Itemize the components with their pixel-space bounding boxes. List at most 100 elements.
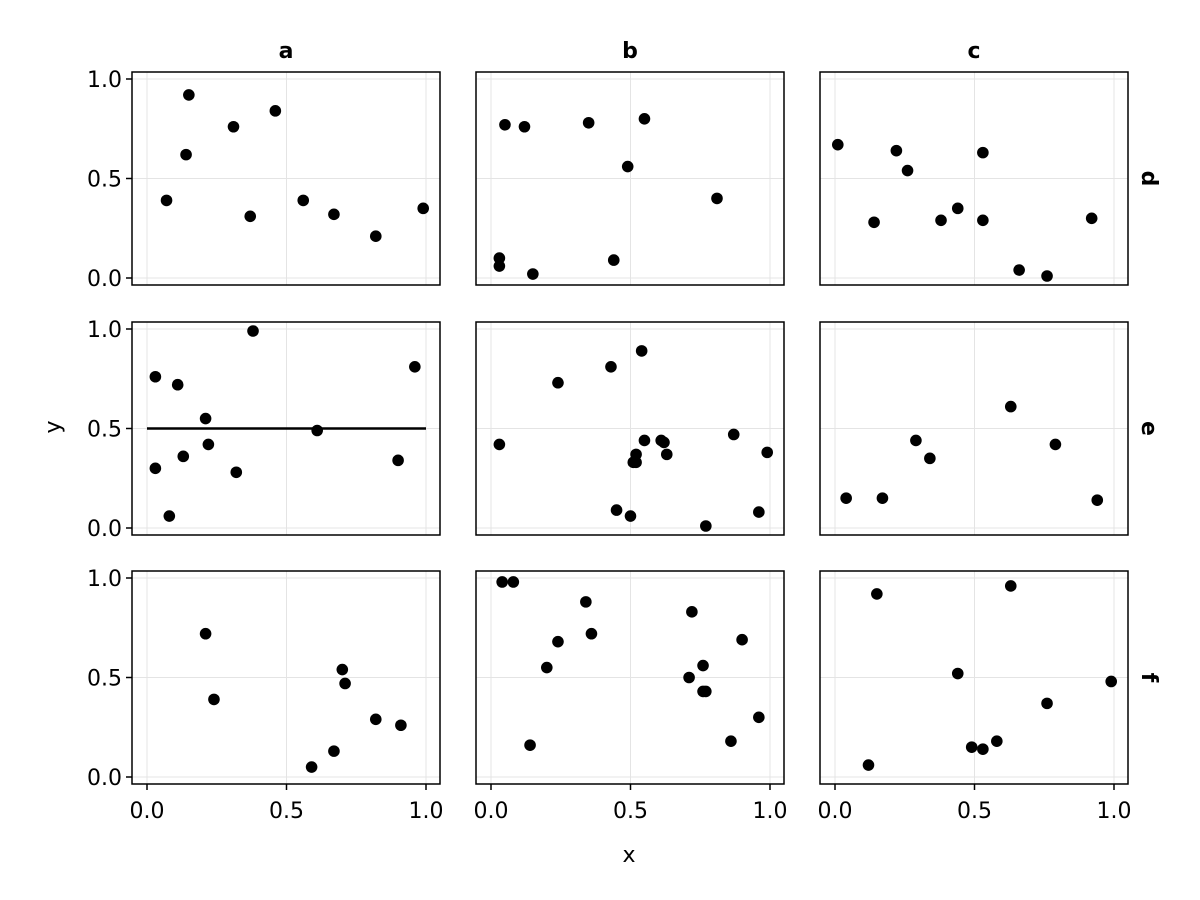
data-point [700, 520, 712, 532]
data-point [199, 627, 212, 640]
data-point [638, 434, 651, 447]
data-point [202, 438, 215, 451]
panel-d-c [819, 71, 1129, 286]
data-point [621, 160, 634, 173]
x-tick-label: 0.0 [130, 799, 165, 824]
data-point [297, 194, 310, 207]
data-point [493, 438, 506, 451]
data-point [1085, 212, 1098, 225]
data-point [1004, 400, 1017, 413]
panel-e-b [475, 321, 785, 536]
data-point [305, 761, 318, 773]
data-point [965, 741, 978, 753]
data-point [711, 192, 723, 205]
data-point [1041, 697, 1053, 710]
data-point [311, 424, 323, 437]
y-tick-label: 1.0 [87, 68, 122, 93]
data-point [180, 148, 192, 161]
data-point [171, 378, 184, 391]
panel-f-b: 0.0 0.5 1.0 [474, 570, 788, 824]
data-point [890, 144, 903, 157]
data-point [977, 214, 989, 227]
y-tick-label: 0.0 [87, 517, 122, 542]
data-point [493, 260, 506, 272]
data-point [935, 214, 947, 227]
x-tick-label: 0.0 [818, 799, 853, 824]
data-point [409, 361, 421, 373]
data-point [1041, 270, 1053, 282]
data-point [518, 120, 531, 133]
data-point [871, 588, 883, 600]
data-point [585, 627, 598, 640]
data-point [753, 506, 765, 518]
data-point [339, 677, 351, 690]
panel-frame [819, 321, 1129, 536]
y-tick-label: 0.0 [87, 267, 122, 292]
data-point [831, 138, 844, 151]
data-point [230, 466, 243, 479]
data-point [149, 462, 162, 475]
data-point [868, 216, 880, 229]
panel-frame [475, 71, 785, 286]
data-point [725, 735, 737, 747]
data-point [541, 661, 553, 674]
data-point [727, 428, 740, 441]
data-point [630, 456, 642, 469]
data-point [507, 576, 520, 588]
data-point [977, 743, 989, 755]
data-point [901, 164, 914, 177]
data-point [395, 719, 407, 732]
data-point [697, 659, 709, 672]
column-title-b: b [622, 39, 638, 64]
data-point [910, 434, 922, 447]
panel-e-a: 0.0 0.5 1.0 [87, 318, 441, 542]
data-point [580, 596, 592, 608]
data-point [183, 89, 195, 101]
y-tick-label: 0.5 [87, 418, 122, 443]
data-point [177, 450, 190, 463]
data-point [638, 113, 651, 125]
panels-layer: 0.00.51.00.00.51.00.00.51.00.0 0.5 1.0 0.0 0… [87, 39, 1161, 824]
data-point [876, 492, 889, 504]
data-point [227, 120, 240, 133]
data-point [683, 671, 695, 684]
data-point [951, 667, 964, 680]
data-point [527, 268, 539, 280]
data-point [686, 606, 698, 618]
y-tick-label: 0.5 [87, 667, 122, 692]
column-title-c: c [967, 39, 980, 64]
y-tick-label: 1.0 [87, 318, 122, 343]
data-point [328, 208, 340, 221]
data-point [924, 452, 936, 465]
y-tick-label: 0.5 [87, 168, 122, 193]
data-point [417, 202, 430, 215]
data-point [336, 663, 349, 676]
x-tick-label: 0.0 [474, 799, 509, 824]
data-point [635, 345, 648, 357]
data-point [660, 448, 673, 461]
data-point [392, 454, 404, 467]
data-point [658, 436, 670, 449]
x-tick-label: 0.5 [613, 799, 648, 824]
data-point [761, 446, 774, 459]
data-point [1091, 494, 1104, 506]
data-point [328, 745, 340, 757]
data-point [149, 370, 162, 383]
data-point [1105, 675, 1118, 688]
row-title-d: d [1136, 171, 1161, 187]
data-point [862, 759, 875, 771]
data-point [582, 116, 595, 129]
data-point [552, 376, 564, 389]
data-point [1049, 438, 1062, 451]
x-axis-title: x [622, 843, 635, 868]
data-point [524, 739, 536, 751]
data-point [753, 711, 765, 724]
panel-frame [475, 321, 785, 536]
panel-frame [819, 71, 1129, 286]
data-point [1013, 264, 1025, 276]
column-title-a: a [279, 39, 294, 64]
data-point [610, 504, 623, 516]
data-point [163, 510, 176, 522]
y-axis-title: y [41, 420, 66, 433]
x-tick-label: 0.5 [957, 799, 992, 824]
